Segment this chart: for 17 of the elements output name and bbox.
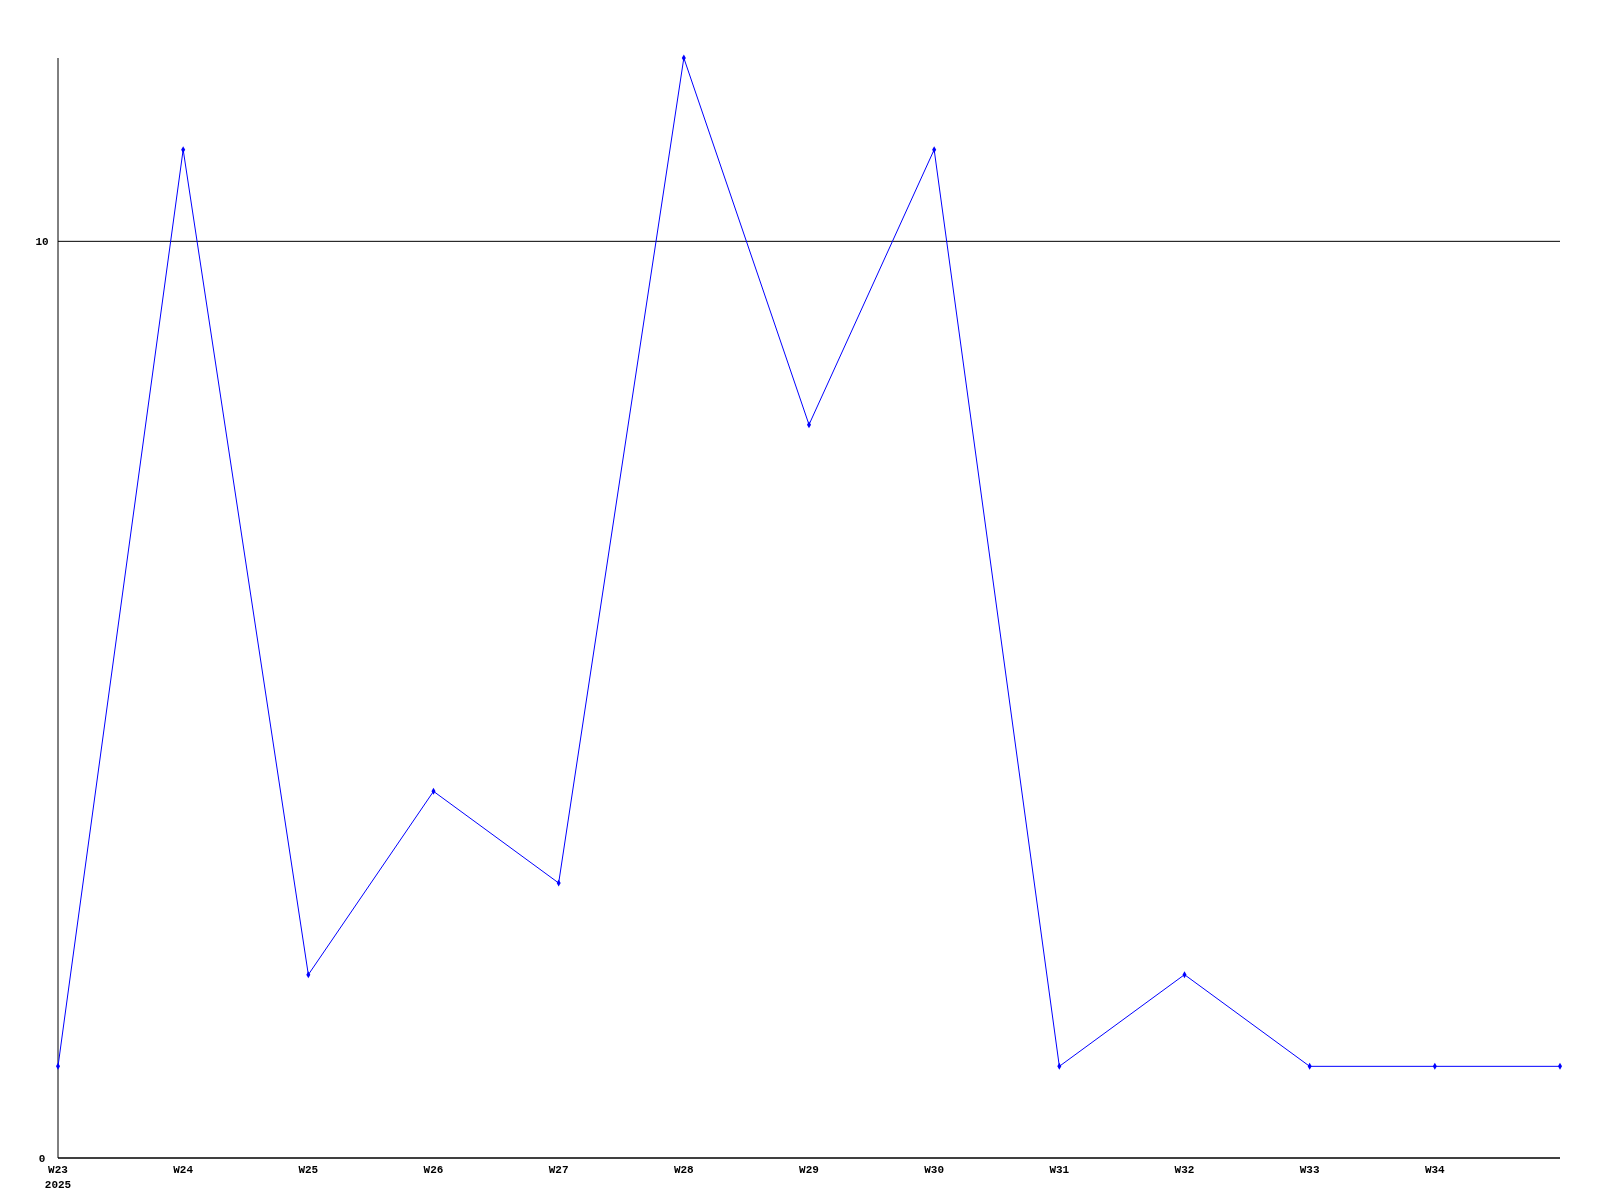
x-tick-label: W23 2025: [44, 1164, 72, 1191]
x-tick-label: W27: [548, 1164, 569, 1176]
point: [1557, 1062, 1563, 1070]
x-tick-label: W26: [423, 1164, 444, 1176]
x-tick-label: W33: [1299, 1164, 1320, 1176]
point: [806, 421, 812, 429]
x-tick-label: W34: [1424, 1164, 1446, 1176]
x-tick-label: W29: [799, 1164, 819, 1176]
x-tick-label: W25: [298, 1164, 319, 1176]
y-tick-label: 10: [35, 236, 49, 249]
x-tick-label: W30: [924, 1164, 945, 1176]
point: [55, 1062, 61, 1070]
x-tick-label: W31: [1049, 1164, 1070, 1176]
y-tick-label: 0: [38, 1152, 46, 1165]
x-tick-label: W32: [1174, 1164, 1195, 1176]
x-tick-label: W28: [673, 1164, 695, 1176]
x-tick-label: W24: [173, 1164, 194, 1176]
